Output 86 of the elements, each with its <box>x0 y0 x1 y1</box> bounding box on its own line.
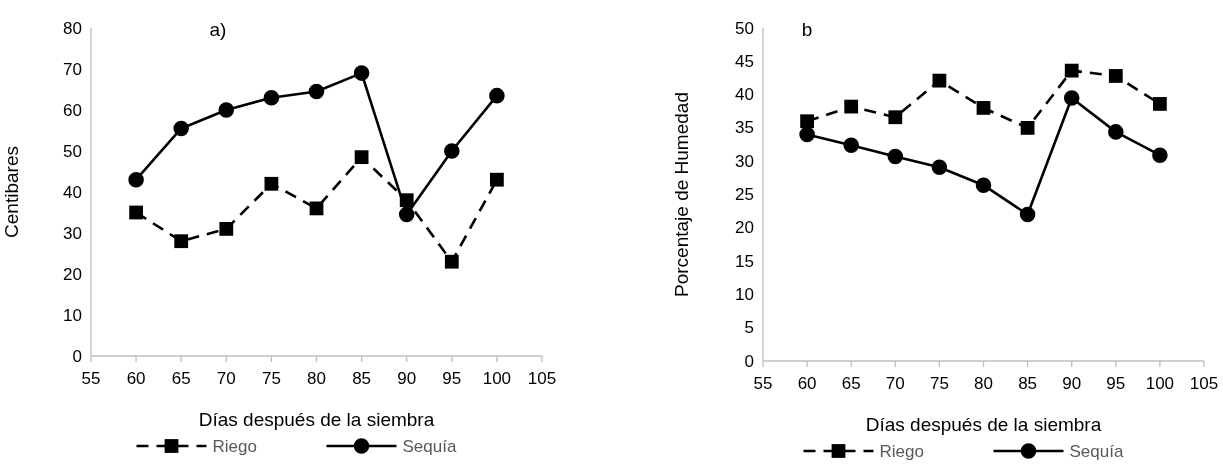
x-tick-label: 70 <box>216 369 236 388</box>
point <box>398 206 415 223</box>
x-tick-label: 75 <box>929 374 949 393</box>
x-tick-label: 105 <box>1189 374 1219 393</box>
y-tick-label: 80 <box>63 18 82 38</box>
point <box>263 89 280 106</box>
y-tick-label: 10 <box>735 284 754 304</box>
chart-title: a) <box>209 19 227 40</box>
legend-label: Riego <box>212 437 257 456</box>
x-tick-label: 75 <box>261 369 281 388</box>
x-axis-title: Días después de la siembra <box>198 409 435 430</box>
y-tick-label: 15 <box>735 251 754 271</box>
point <box>218 102 235 118</box>
point <box>264 176 279 191</box>
x-tick-label: 60 <box>126 369 146 388</box>
point <box>887 148 904 165</box>
point <box>174 234 189 249</box>
x-tick-label: 85 <box>352 369 372 388</box>
point <box>976 101 991 115</box>
x-tick-label: 65 <box>841 374 861 393</box>
y-tick-label: 10 <box>63 305 82 325</box>
point <box>1019 206 1036 223</box>
point <box>354 150 369 165</box>
point <box>975 177 992 193</box>
point <box>932 73 947 88</box>
y-tick-label: 0 <box>744 351 754 371</box>
y-axis-title: Porcentaje de Humedad <box>671 92 692 297</box>
point <box>1063 90 1080 106</box>
point <box>799 126 815 143</box>
x-tick-label: 105 <box>527 369 557 388</box>
y-tick-label: 25 <box>735 185 754 204</box>
x-axis-title: Días después de la siembra <box>865 414 1102 435</box>
y-tick-label: 45 <box>735 51 754 71</box>
point <box>444 254 459 269</box>
x-tick-label: 90 <box>1062 374 1082 393</box>
y-axis-title: Centibares <box>1 146 22 238</box>
y-tick-label: 40 <box>63 182 82 202</box>
y-tick-label: 60 <box>63 100 82 120</box>
x-tick-label: 80 <box>974 374 993 393</box>
point <box>444 143 460 159</box>
x-tick-label: 60 <box>797 374 817 393</box>
legend-label: Sequía <box>1069 442 1124 461</box>
x-tick-label: 80 <box>307 369 326 388</box>
point <box>173 120 189 137</box>
x-tick-label: 100 <box>482 369 512 388</box>
point <box>489 87 505 104</box>
point <box>219 222 234 236</box>
y-tick-label: 20 <box>735 218 754 238</box>
point <box>1108 69 1123 83</box>
point <box>888 110 903 125</box>
y-tick-label: 30 <box>63 223 82 243</box>
y-tick-label: 0 <box>72 346 82 366</box>
point <box>129 205 143 220</box>
point <box>490 172 504 187</box>
x-tick-label: 65 <box>171 369 191 388</box>
x-tick-label: 55 <box>753 374 773 393</box>
point <box>1064 63 1079 78</box>
x-tick-label: 95 <box>1106 374 1126 393</box>
y-tick-label: 50 <box>63 141 82 161</box>
x-tick-label: 90 <box>397 369 417 388</box>
point <box>931 159 948 175</box>
x-tick-label: 70 <box>885 374 905 393</box>
y-tick-label: 50 <box>735 18 754 38</box>
legend-label: Riego <box>879 442 924 461</box>
point <box>1152 147 1168 163</box>
point <box>1108 124 1124 140</box>
point <box>800 114 814 129</box>
y-tick-label: 20 <box>63 264 82 284</box>
x-tick-label: 55 <box>81 369 101 388</box>
chart-title: b <box>801 19 813 40</box>
y-tick-label: 70 <box>63 59 82 79</box>
point <box>843 137 859 153</box>
point <box>1020 121 1035 135</box>
y-tick-label: 40 <box>735 85 754 105</box>
legend-label: Sequía <box>402 437 457 456</box>
point <box>308 83 325 100</box>
point <box>1153 97 1167 111</box>
x-tick-label: 85 <box>1018 374 1038 393</box>
point <box>128 171 144 188</box>
point <box>353 65 370 81</box>
x-tick-label: 95 <box>442 369 462 388</box>
point <box>844 99 859 114</box>
x-tick-label: 100 <box>1145 374 1175 393</box>
y-tick-label: 35 <box>735 118 754 138</box>
y-tick-label: 30 <box>735 151 754 171</box>
y-tick-label: 5 <box>744 318 754 338</box>
